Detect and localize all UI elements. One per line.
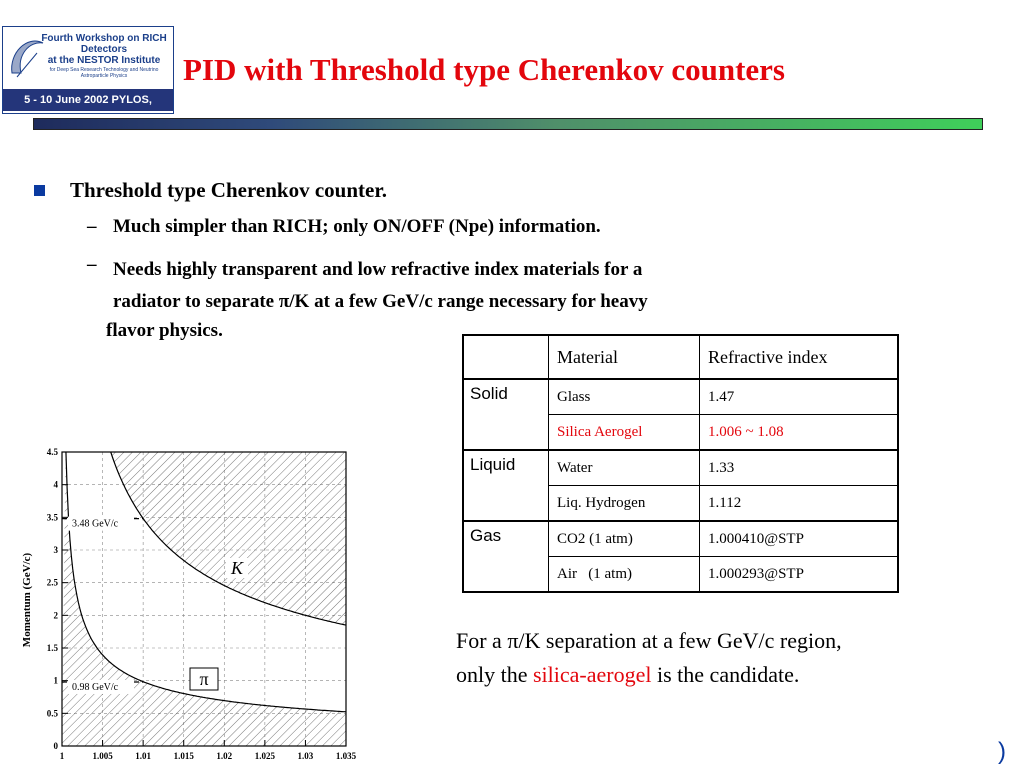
y-tick-label: 1 bbox=[54, 676, 59, 686]
header-material: Material bbox=[548, 334, 700, 380]
dash-2: – bbox=[87, 254, 97, 275]
y-tick-label: 3.5 bbox=[47, 512, 59, 522]
annotation-bg bbox=[68, 679, 134, 694]
sub-bullet-2: Needs highly transparent and low refract… bbox=[113, 254, 853, 318]
sub-bullet-2-line-3: flavor physics. bbox=[106, 320, 223, 341]
y-tick-label: 0.5 bbox=[47, 708, 59, 718]
x-tick-label: 1.025 bbox=[255, 751, 276, 761]
y-tick-label: 2 bbox=[54, 610, 59, 620]
conclusion-line-2-post: is the candidate. bbox=[651, 662, 800, 687]
header-refractive-index: Refractive index bbox=[699, 334, 899, 380]
table-cell-index: 1.112 bbox=[699, 485, 899, 522]
annotation-bg bbox=[68, 516, 134, 531]
bullet-square-icon bbox=[34, 185, 45, 196]
y-tick-label: 2.5 bbox=[47, 578, 59, 588]
series-pi-label: π bbox=[199, 669, 208, 689]
refractive-index-table: Material Refractive index Solid Glass 1.… bbox=[462, 334, 899, 593]
table-cell-index: 1.000293@STP bbox=[699, 556, 899, 593]
x-tick-label: 1.015 bbox=[174, 751, 195, 761]
chart-annotations: 3.48 GeV/c 0.98 GeV/c bbox=[68, 516, 134, 694]
table-cell-material: Glass bbox=[548, 378, 700, 415]
group-gas: Gas bbox=[462, 520, 549, 593]
sub-bullet-2-line-1: Needs highly transparent and low refract… bbox=[113, 259, 643, 280]
series-pi-label-box: π bbox=[189, 667, 219, 691]
series-k-label-box: K bbox=[226, 558, 248, 578]
y-tick-label: 0 bbox=[54, 741, 59, 751]
y-tick-label: 3 bbox=[54, 545, 59, 555]
table-cell-index: 1.000410@STP bbox=[699, 520, 899, 557]
kaon-band-hatch bbox=[62, 452, 346, 626]
title-underline-bar bbox=[33, 118, 983, 130]
logo-dates: 5 - 10 June 2002 PYLOS, GREECE bbox=[3, 89, 173, 128]
y-tick-label: 1.5 bbox=[47, 643, 59, 653]
annotation-label: 0.98 GeV/c bbox=[72, 682, 119, 693]
conclusion-line-1: For a π/K separation at a few GeV/c regi… bbox=[456, 628, 842, 653]
logo-line-2: at the NESTOR Institute bbox=[47, 55, 161, 66]
x-tick-label: 1.005 bbox=[92, 751, 113, 761]
logo-line-3: for Deep Sea Research Technology and Neu… bbox=[49, 67, 159, 79]
x-tick-label: 1.03 bbox=[298, 751, 314, 761]
y-axis-ticks: 0 0.5 1 1.5 2 2.5 3 3.5 4 4.5 bbox=[47, 447, 68, 751]
x-axis-ticks: 1 1.005 1.01 1.015 1.02 1.025 1.03 1.035 bbox=[60, 740, 357, 761]
sub-bullet-2-line-2: radiator to separate π/K at a few GeV/c … bbox=[113, 291, 648, 312]
table-cell-material: Water bbox=[548, 449, 700, 486]
y-axis-label: Momentum (GeV/c) bbox=[21, 552, 33, 647]
table-cell-material: CO2 (1 atm) bbox=[548, 520, 700, 557]
table-corner-cell bbox=[462, 334, 549, 380]
series-k-label: K bbox=[230, 558, 244, 578]
dash-1: – bbox=[87, 216, 97, 237]
footer-mark: ) bbox=[998, 738, 1006, 765]
table-cell-material: Liq. Hydrogen bbox=[548, 485, 700, 522]
table-cell-material-highlight: Silica Aerogel bbox=[548, 414, 700, 451]
x-tick-label: 1.035 bbox=[336, 751, 357, 761]
sub-bullet-1: Much simpler than RICH; only ON/OFF (Npe… bbox=[113, 216, 601, 237]
table-cell-material: Air (1 atm) bbox=[548, 556, 700, 593]
group-solid: Solid bbox=[462, 378, 549, 451]
x-tick-label: 1.02 bbox=[216, 751, 232, 761]
y-tick-label: 4 bbox=[54, 480, 59, 490]
series-k-curve bbox=[110, 452, 346, 626]
table-cell-index: 1.33 bbox=[699, 449, 899, 486]
y-tick-label: 4.5 bbox=[47, 447, 59, 457]
chart-frame bbox=[61, 451, 347, 747]
momentum-threshold-chart: 1 1.005 1.01 1.015 1.02 1.025 1.03 1.035 00.511… bbox=[21, 447, 357, 761]
x-tick-label: 1 bbox=[60, 751, 65, 761]
workshop-logo: Fourth Workshop on RICH Detectors at the … bbox=[2, 26, 174, 128]
conclusion-text: For a π/K separation at a few GeV/c regi… bbox=[456, 624, 842, 692]
pion-band-hatch bbox=[62, 452, 346, 746]
bullet-main: Threshold type Cherenkov counter. bbox=[70, 178, 387, 202]
table-cell-index-highlight: 1.006 ~ 1.08 bbox=[699, 414, 899, 451]
group-liquid: Liquid bbox=[462, 449, 549, 522]
logo-line-1: Fourth Workshop on RICH Detectors bbox=[41, 33, 167, 55]
table-cell-index: 1.47 bbox=[699, 378, 899, 415]
x-tick-label: 1.01 bbox=[135, 751, 151, 761]
series-pi-curve bbox=[65, 452, 346, 713]
conclusion-line-2-pre: only the bbox=[456, 662, 533, 687]
conclusion-highlight: silica-aerogel bbox=[533, 662, 652, 687]
annotation-label: 3.48 GeV/c bbox=[72, 519, 119, 530]
logo-emblem-icon bbox=[11, 40, 44, 78]
slide-title: PID with Threshold type Cherenkov counte… bbox=[183, 52, 785, 87]
